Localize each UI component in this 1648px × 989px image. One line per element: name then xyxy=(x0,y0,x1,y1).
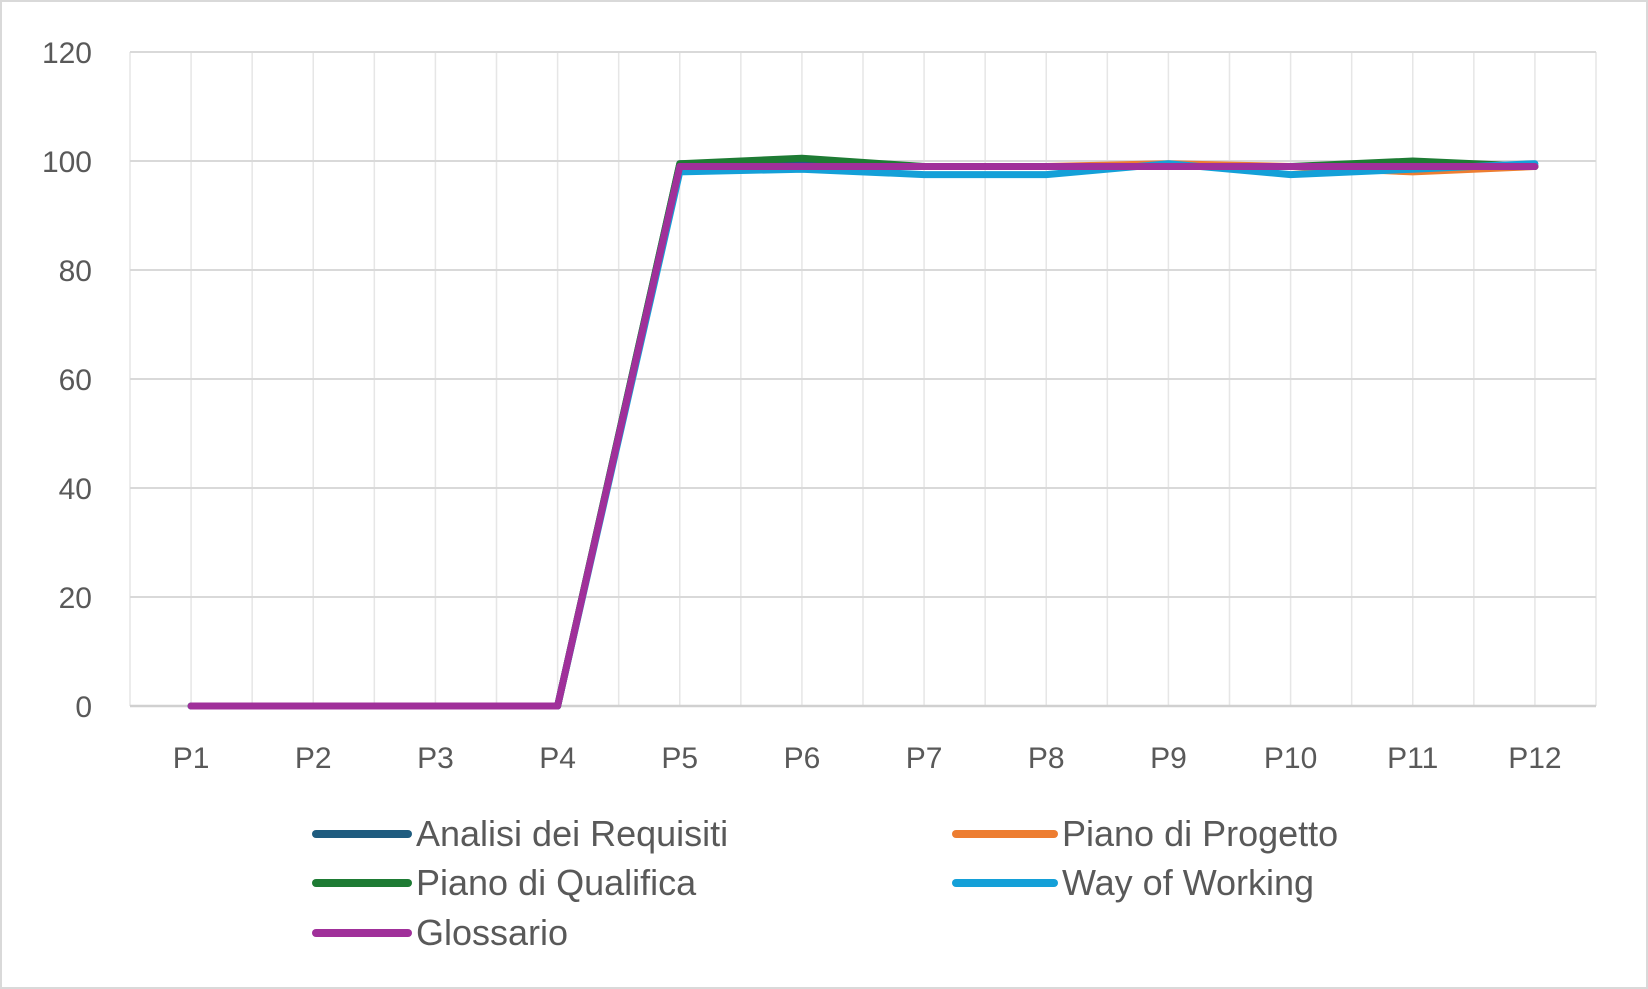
legend-item: Piano di Progetto xyxy=(952,813,1338,854)
y-axis-tick-labels: 0 20 40 60 80 100 120 xyxy=(42,37,92,724)
x-tick-label: P2 xyxy=(295,742,332,775)
x-tick-label: P5 xyxy=(661,742,698,775)
legend-label: Way of Working xyxy=(1062,862,1314,903)
x-tick-label: P3 xyxy=(417,742,454,775)
x-tick-label: P1 xyxy=(173,742,210,775)
y-tick-label: 80 xyxy=(59,255,92,288)
y-tick-label: 120 xyxy=(42,37,92,70)
x-tick-label: P6 xyxy=(784,742,821,775)
legend-label: Piano di Qualifica xyxy=(416,862,697,903)
legend-label: Analisi dei Requisiti xyxy=(416,813,728,854)
x-tick-label: P4 xyxy=(539,742,576,775)
x-tick-label: P10 xyxy=(1264,742,1317,775)
x-tick-label: P9 xyxy=(1150,742,1187,775)
x-tick-label: P7 xyxy=(906,742,943,775)
y-tick-label: 20 xyxy=(59,582,92,615)
legend-item: Piano di Qualifica xyxy=(312,862,697,903)
legend: Analisi dei Requisiti Piano di Progetto Pi… xyxy=(312,813,1338,953)
series-line-4 xyxy=(187,163,1539,710)
x-tick-label: P12 xyxy=(1508,742,1561,775)
series-lines xyxy=(187,154,1539,710)
legend-item: Way of Working xyxy=(952,862,1314,903)
x-axis-tick-labels: P1 P2 P3 P4 P5 P6 P7 P8 P9 P10 P11 P12 xyxy=(173,742,1562,775)
y-tick-label: 100 xyxy=(42,146,92,179)
y-tick-label: 0 xyxy=(75,691,92,724)
y-tick-label: 40 xyxy=(59,473,92,506)
grid xyxy=(129,51,1597,706)
legend-item: Analisi dei Requisiti xyxy=(312,813,728,854)
legend-item: Glossario xyxy=(312,912,568,953)
x-tick-label: P11 xyxy=(1387,742,1438,775)
x-tick-label: P8 xyxy=(1028,742,1065,775)
y-tick-label: 60 xyxy=(59,364,92,397)
legend-label: Piano di Progetto xyxy=(1062,813,1338,854)
legend-label: Glossario xyxy=(416,912,568,953)
